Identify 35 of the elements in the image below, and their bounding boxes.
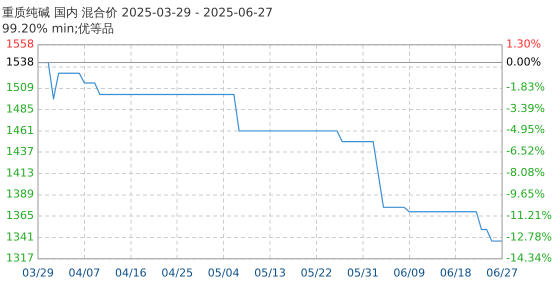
y-tick-label: 1389: [6, 188, 34, 201]
y-tick-label: 1509: [6, 81, 34, 94]
y2-tick-label: -12.78%: [506, 230, 552, 244]
chart-subtitle: 99.20% min;优等品: [2, 22, 114, 36]
y-tick-label: 1437: [6, 145, 34, 158]
y-tick-label: 1341: [6, 230, 34, 244]
y-tick-label: 1538: [6, 55, 34, 68]
y2-tick-label: -3.39%: [506, 102, 546, 115]
x-tick-label: 04/25: [161, 266, 194, 280]
y2-tick-label: -8.08%: [506, 166, 546, 180]
y2-tick-label: -9.65%: [506, 187, 546, 200]
y2-tick-label: -14.34%: [506, 252, 552, 265]
x-tick-label: 04/16: [114, 266, 147, 280]
y2-tick-label: 0.00%: [506, 55, 542, 68]
y-tick-label: 1413: [6, 166, 34, 180]
x-tick-label: 06/18: [440, 266, 472, 280]
y-tick-label: 1558: [6, 38, 34, 51]
y2-tick-label: -4.95%: [506, 123, 546, 136]
y2-tick-label: 1.30%: [506, 38, 542, 51]
y-tick-label: 1365: [6, 209, 34, 222]
y2-tick-label: -1.83%: [506, 80, 546, 94]
y2-tick-label: -11.21%: [506, 208, 552, 222]
x-tick-label: 05/13: [254, 266, 286, 280]
x-tick-label: 05/04: [208, 266, 240, 280]
y-tick-label: 1485: [6, 102, 34, 116]
x-tick-label: 06/09: [393, 266, 426, 280]
y-tick-label: 1461: [6, 124, 34, 137]
x-tick-label: 05/31: [347, 266, 379, 280]
x-tick-label: 05/22: [300, 266, 332, 280]
y-tick-label: 1317: [6, 252, 34, 265]
y2-tick-label: -6.52%: [506, 144, 546, 158]
x-tick-label: 04/07: [68, 266, 100, 280]
x-tick-label: 03/29: [22, 266, 54, 280]
chart-title: 重质纯碱 国内 混合价 2025-03-29 - 2025-06-27: [2, 5, 273, 20]
x-tick-label: 06/27: [486, 266, 518, 280]
